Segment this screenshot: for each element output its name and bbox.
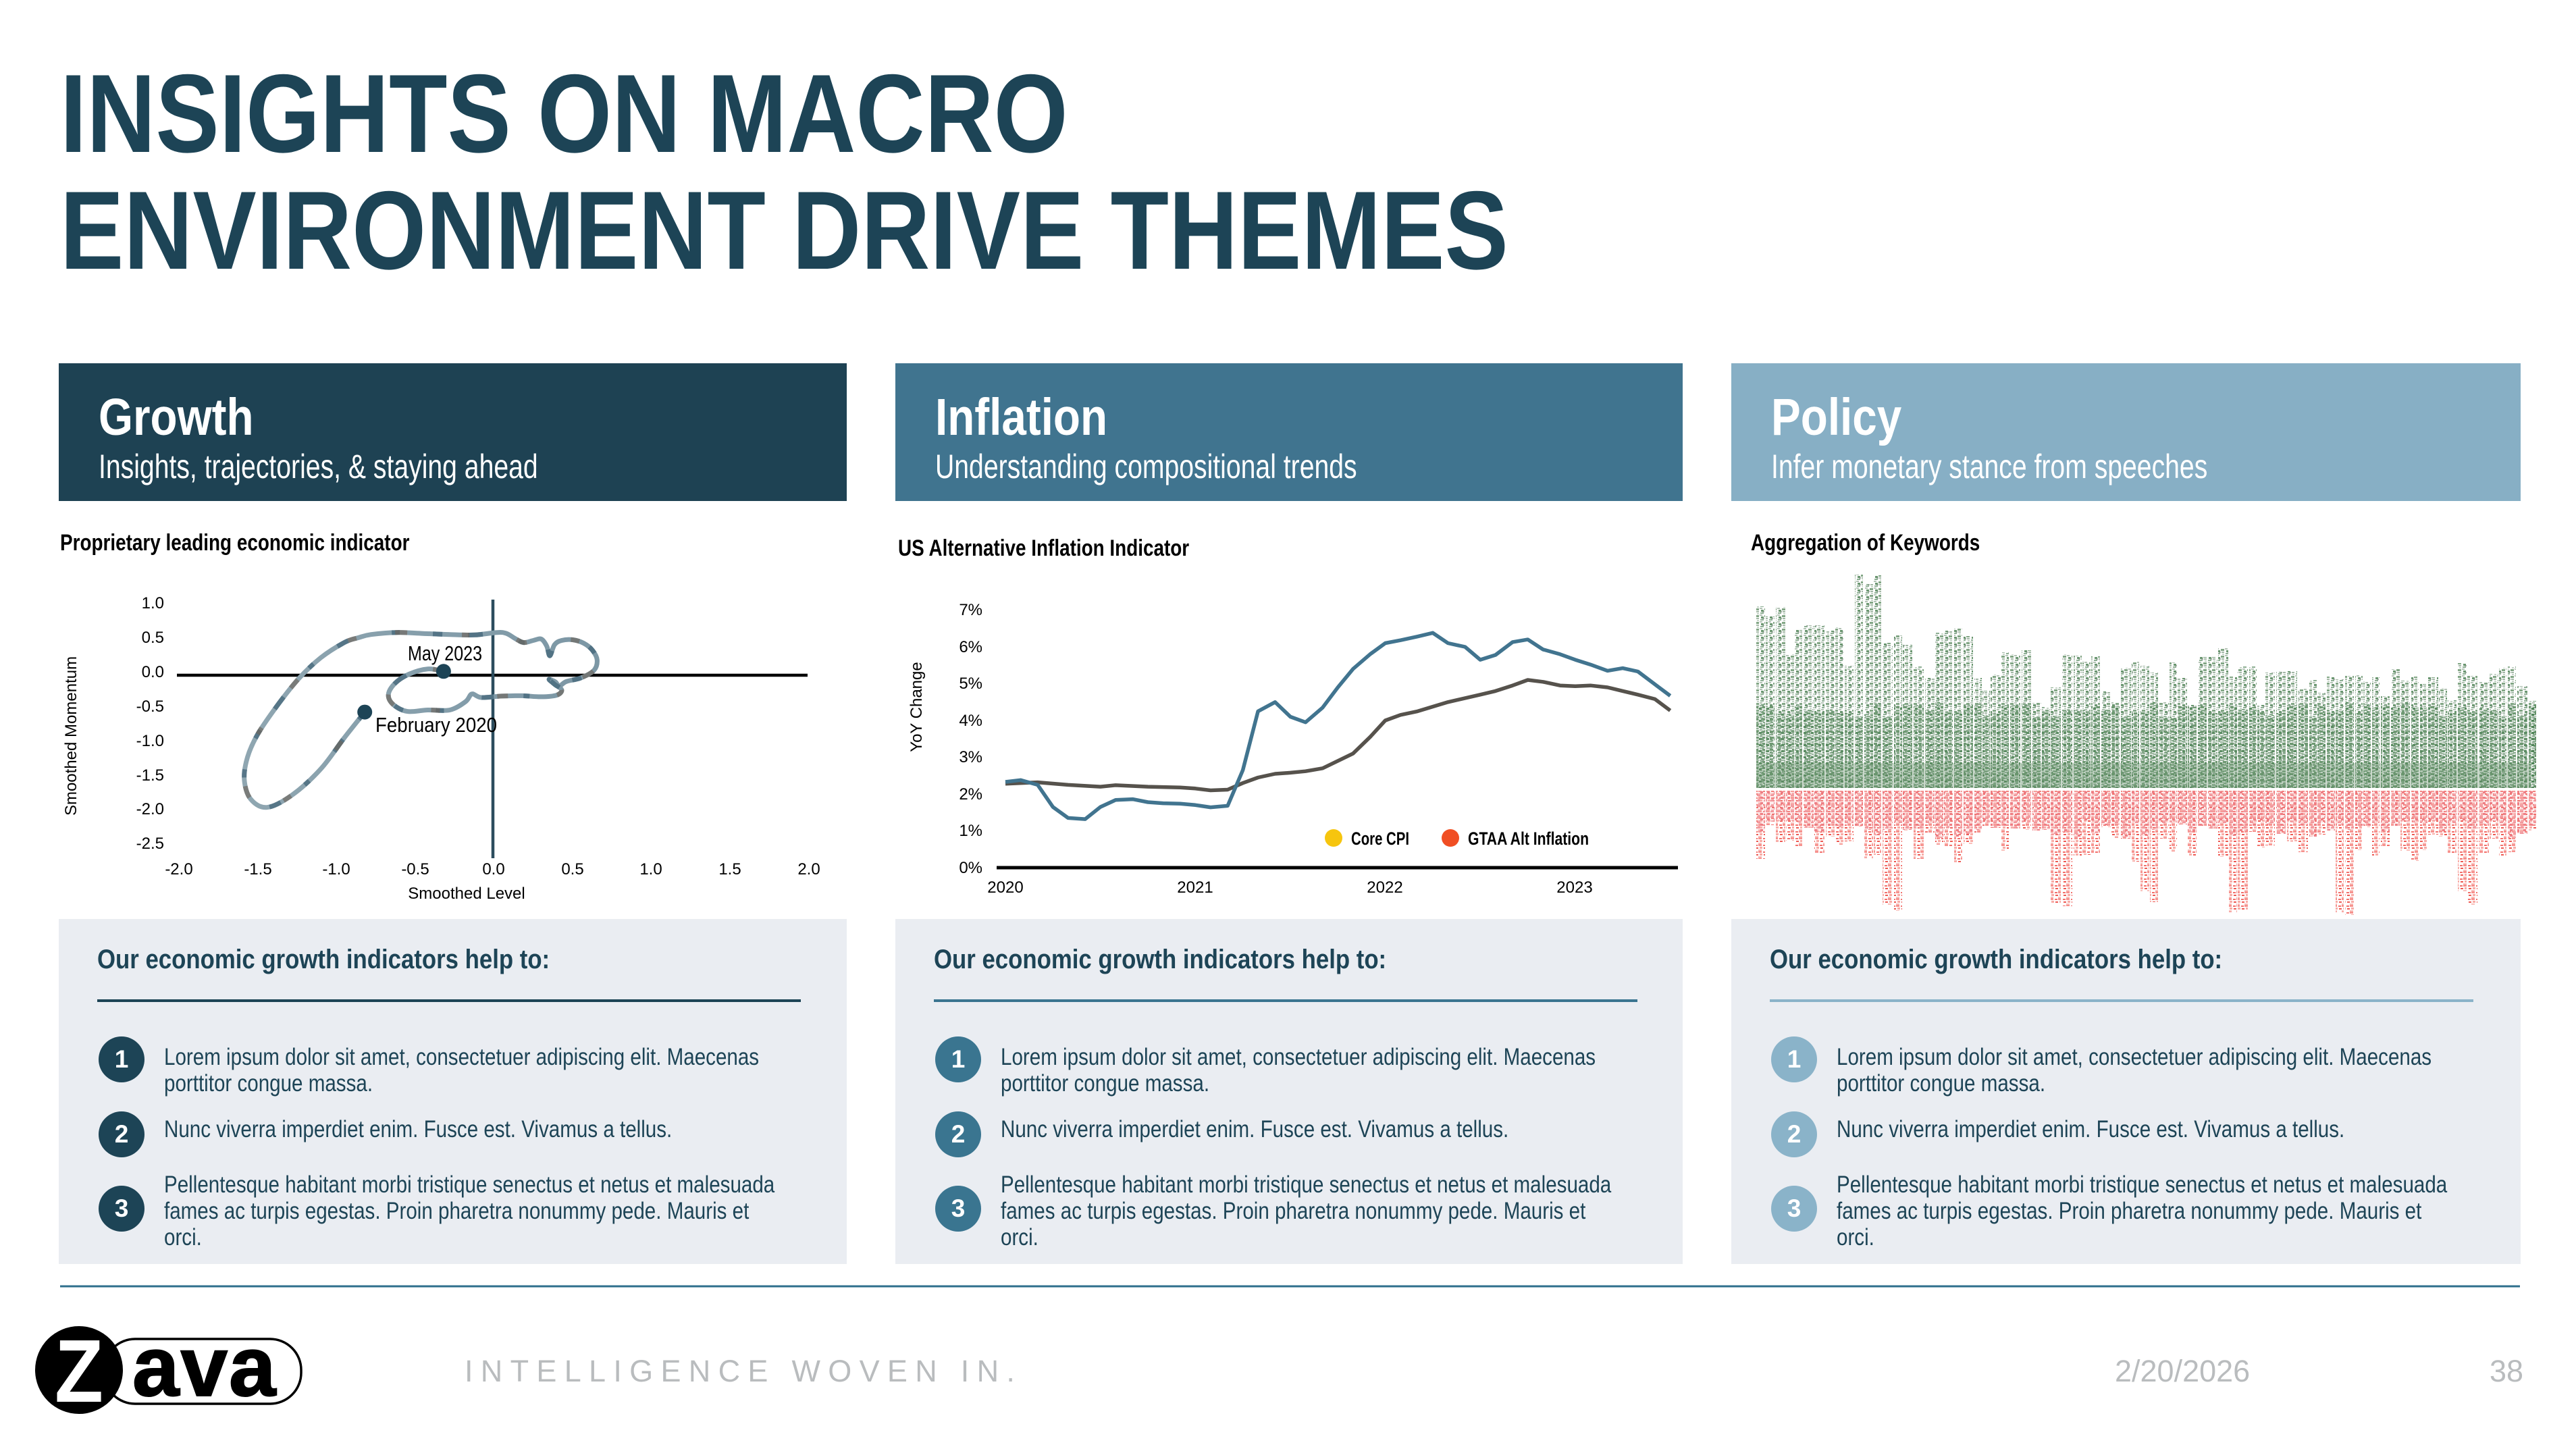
svg-text:0.0: 0.0 bbox=[482, 860, 504, 878]
svg-text:0.0: 0.0 bbox=[142, 663, 164, 681]
svg-text:February 2020: February 2020 bbox=[375, 713, 497, 737]
svg-text:5%: 5% bbox=[959, 675, 982, 693]
svg-text:3%: 3% bbox=[959, 748, 982, 766]
svg-text:GTAA Alt Inflation: GTAA Alt Inflation bbox=[1468, 828, 1589, 849]
svg-text:1.0: 1.0 bbox=[142, 594, 164, 612]
svg-text:Smoothed Momentum: Smoothed Momentum bbox=[62, 656, 80, 816]
svg-text:2021: 2021 bbox=[1177, 878, 1213, 897]
svg-text:0%: 0% bbox=[959, 859, 982, 877]
svg-text:-1.5: -1.5 bbox=[244, 860, 271, 878]
svg-text:0.5: 0.5 bbox=[142, 629, 164, 647]
svg-text:-1.0: -1.0 bbox=[136, 732, 164, 750]
svg-text:2022: 2022 bbox=[1367, 878, 1402, 897]
svg-text:2020: 2020 bbox=[987, 878, 1023, 897]
svg-text:2%: 2% bbox=[959, 785, 982, 804]
svg-text:7%: 7% bbox=[959, 601, 982, 619]
svg-text:4%: 4% bbox=[959, 712, 982, 730]
svg-text:-1.5: -1.5 bbox=[136, 766, 164, 785]
svg-text:Core CPI: Core CPI bbox=[1351, 828, 1409, 849]
svg-text:Z: Z bbox=[55, 1321, 103, 1421]
svg-text:-2.0: -2.0 bbox=[136, 800, 164, 818]
svg-text:0.5: 0.5 bbox=[561, 860, 583, 878]
svg-text:6%: 6% bbox=[959, 638, 982, 656]
svg-text:2.0: 2.0 bbox=[797, 860, 820, 878]
svg-text:May 2023: May 2023 bbox=[408, 641, 482, 665]
svg-text:YoY Change: YoY Change bbox=[908, 662, 926, 752]
svg-text:-2.0: -2.0 bbox=[165, 860, 192, 878]
svg-text:1%: 1% bbox=[959, 822, 982, 840]
svg-text:-0.5: -0.5 bbox=[401, 860, 429, 878]
svg-text:-0.5: -0.5 bbox=[136, 698, 164, 716]
svg-text:Smoothed Level: Smoothed Level bbox=[408, 885, 525, 903]
svg-text:-1.0: -1.0 bbox=[322, 860, 350, 878]
svg-text:ava: ava bbox=[132, 1320, 278, 1414]
svg-text:2023: 2023 bbox=[1556, 878, 1592, 897]
svg-text:1.0: 1.0 bbox=[639, 860, 662, 878]
svg-text:-2.5: -2.5 bbox=[136, 835, 164, 853]
svg-text:1.5: 1.5 bbox=[718, 860, 741, 878]
